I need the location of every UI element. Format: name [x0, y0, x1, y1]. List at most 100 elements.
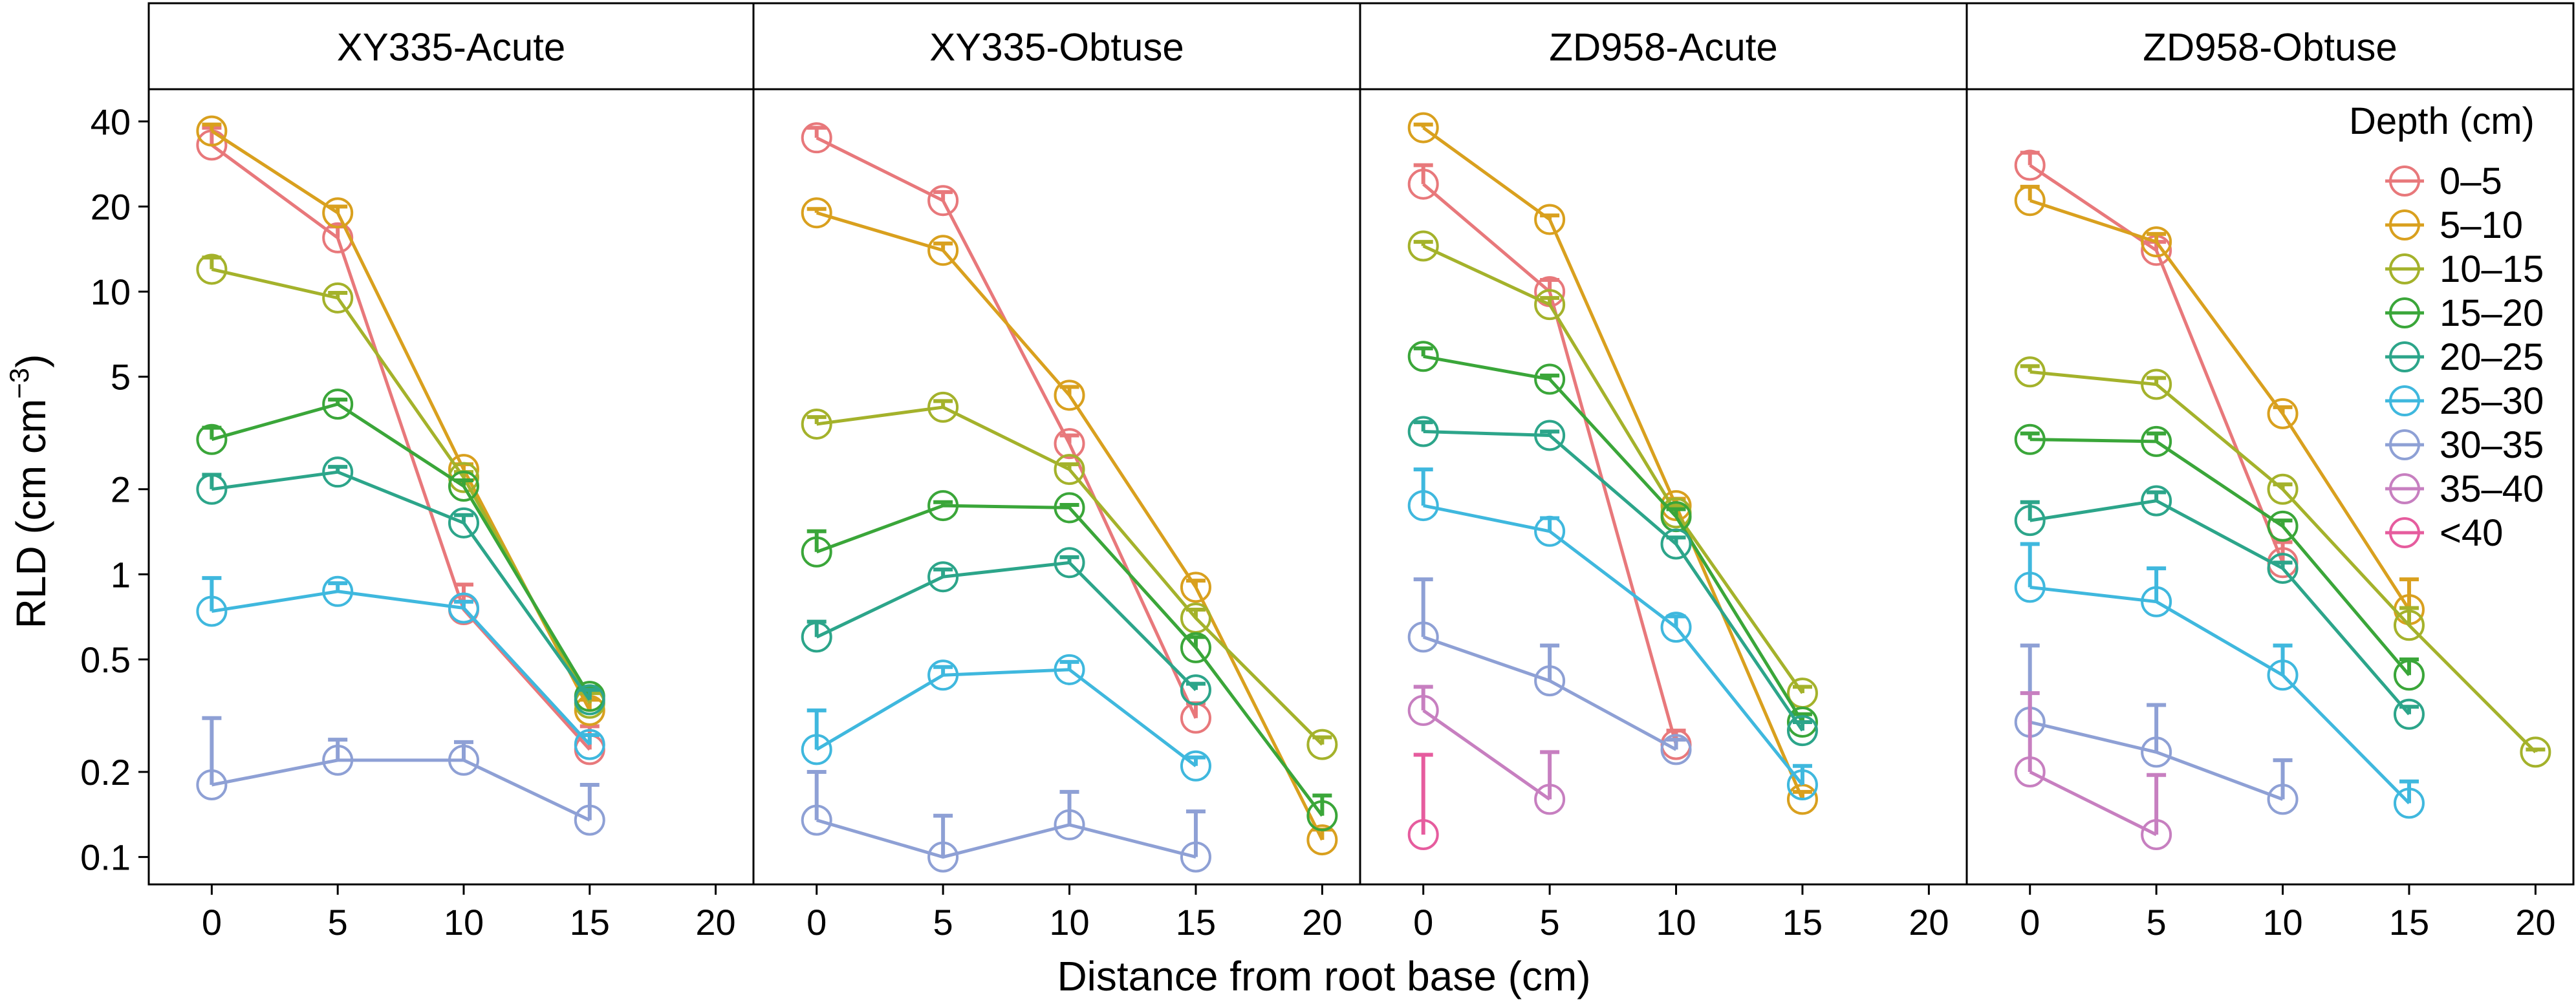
series-line	[816, 211, 1324, 841]
data-point	[1407, 694, 1439, 726]
data-point	[322, 575, 354, 607]
series-25–30	[801, 654, 1211, 782]
series-line	[816, 668, 1197, 767]
panel-title: ZD958-Obtuse	[2143, 26, 2397, 69]
data-point	[2393, 659, 2425, 691]
series-line	[2029, 198, 2411, 611]
data-point	[322, 744, 354, 776]
y-axis-title-main: RLD (cm cm	[8, 399, 54, 629]
series-15–20	[196, 389, 605, 712]
data-point	[1180, 750, 1211, 782]
data-point	[1407, 621, 1439, 653]
series-35–40	[1407, 685, 1566, 815]
data-point	[448, 471, 479, 502]
data-point	[1407, 416, 1439, 447]
data-point	[574, 729, 605, 760]
data-point	[2141, 736, 2172, 768]
svg-text:RLD (cm cm−3): RLD (cm cm−3)	[4, 354, 54, 629]
data-point	[1534, 289, 1566, 321]
panel-frame	[752, 88, 1361, 886]
data-point	[196, 473, 228, 505]
series-20–25	[1407, 416, 1818, 747]
legend-key-marker	[2389, 473, 2420, 504]
series-line	[2029, 164, 2284, 564]
data-point	[2267, 784, 2299, 815]
data-point	[2141, 819, 2172, 851]
data-point	[1534, 515, 1566, 547]
panel-frame	[1965, 88, 2575, 886]
data-point	[1054, 454, 1085, 486]
y-tick-label: 10	[91, 272, 131, 312]
series-line	[211, 758, 590, 822]
x-axis: 0 5 10 15 20 0 5 10 15 20 0 5 10 15 20 0 5 10 15 20	[202, 884, 2556, 943]
data-point	[1306, 800, 1338, 831]
series-30–35	[196, 716, 605, 836]
data-point	[1180, 632, 1211, 663]
data-point	[927, 490, 959, 522]
series-5–10	[1407, 112, 1818, 815]
series-line	[816, 405, 1324, 746]
series-10–15	[196, 253, 605, 719]
legend-label: 20–25	[2440, 336, 2544, 378]
data-point	[1054, 654, 1085, 685]
x-tick-label: 0	[806, 902, 827, 943]
x-tick-label: 10	[2262, 902, 2302, 943]
data-point	[2014, 756, 2046, 787]
data-point	[1660, 612, 1692, 643]
legend-title: Depth (cm)	[2349, 100, 2535, 142]
y-axis: 0.1 0.2 0.5 1 2 5 10 20 40	[80, 101, 149, 878]
legend-entry: <40	[2385, 512, 2503, 554]
panel-4: ZD958-Obtuse	[1965, 2, 2575, 886]
series-line	[1422, 636, 1677, 751]
x-tick-label: 15	[1782, 902, 1823, 943]
data-point	[1407, 112, 1439, 144]
data-point	[1054, 809, 1085, 840]
series-25–30	[2014, 542, 2425, 819]
panel-data	[2014, 149, 2551, 851]
data-point	[322, 456, 354, 488]
series-line	[816, 561, 1197, 691]
x-tick-label: 20	[695, 902, 735, 943]
series-line	[1423, 504, 1804, 786]
data-point	[196, 115, 228, 147]
series-20–25	[196, 456, 605, 716]
data-point	[2267, 510, 2299, 542]
series-line	[2029, 499, 2410, 716]
legend-key-marker	[2389, 429, 2420, 460]
series-line	[2029, 585, 2410, 805]
series-line	[210, 144, 591, 751]
series-line	[211, 470, 591, 701]
series-15–20	[1407, 341, 1818, 738]
legend-key-marker	[2389, 166, 2420, 197]
x-tick-label: 20	[1909, 902, 1949, 943]
data-point	[1054, 428, 1085, 460]
data-point	[322, 222, 354, 253]
series-10–15	[801, 391, 1338, 760]
data-point	[196, 253, 228, 285]
x-tick-label: 5	[328, 902, 348, 943]
data-point	[2267, 553, 2299, 584]
data-point	[196, 769, 228, 801]
y-tick-label: 0.1	[80, 837, 131, 878]
series-15–20	[801, 490, 1338, 831]
series-line	[1423, 354, 1804, 723]
data-point	[2141, 368, 2172, 400]
x-tick-label: 10	[1656, 902, 1696, 943]
data-point	[2014, 571, 2046, 603]
y-tick-label: 20	[91, 186, 131, 227]
data-point	[2267, 473, 2299, 505]
legend-key-marker	[2389, 297, 2420, 328]
data-point	[2014, 505, 2046, 537]
data-point	[1407, 819, 1439, 851]
data-point	[196, 423, 228, 455]
legend-key-marker	[2389, 385, 2420, 416]
legend-key-marker	[2389, 253, 2420, 284]
data-point	[2014, 356, 2046, 388]
panel-3: ZD958-Acute	[1359, 2, 1968, 886]
data-point	[2393, 698, 2425, 730]
legend-entry: 25–30	[2385, 380, 2544, 422]
legend-label: 25–30	[2440, 380, 2544, 422]
data-point	[1407, 341, 1439, 372]
series-25–30	[196, 575, 605, 760]
